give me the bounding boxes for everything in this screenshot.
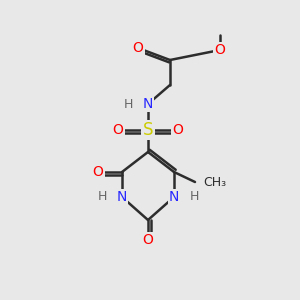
Text: N: N [117,190,127,204]
Text: O: O [93,165,104,179]
Text: N: N [143,97,153,111]
Text: O: O [214,43,225,57]
Text: O: O [133,41,143,55]
Text: O: O [112,123,123,137]
Text: N: N [169,190,179,204]
Text: H: H [97,190,107,203]
Text: O: O [172,123,183,137]
Text: O: O [142,233,153,247]
Text: S: S [143,121,153,139]
Text: H: H [123,98,133,110]
Text: H: H [189,190,199,203]
Text: CH₃: CH₃ [203,176,226,188]
